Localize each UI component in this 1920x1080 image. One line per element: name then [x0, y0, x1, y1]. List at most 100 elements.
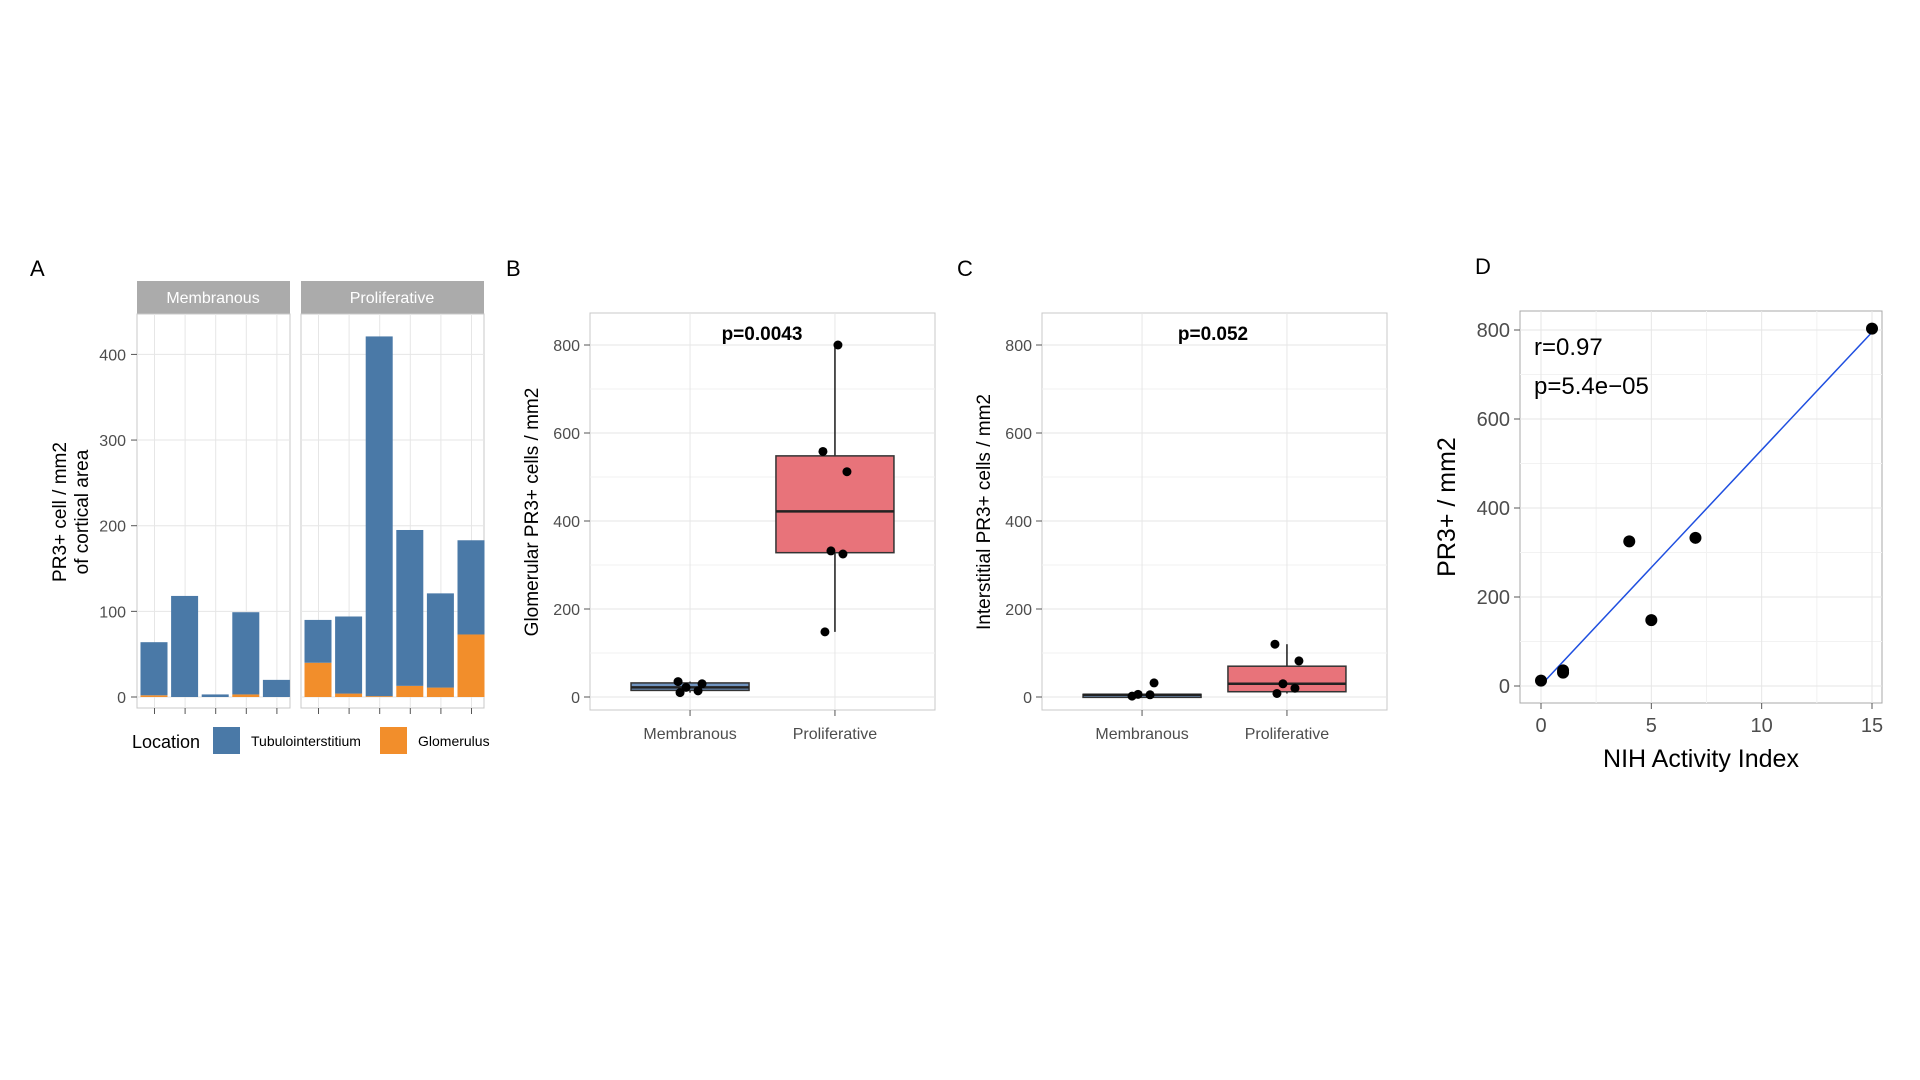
panel-d: D 0 5 10 15 0 200 400 600 800 r=0.97 p=5.4e−05 N…	[1433, 254, 1883, 773]
data-point	[1272, 688, 1282, 698]
y-tick-label: 0	[117, 690, 126, 707]
bar-tubulointerstitium	[140, 642, 168, 696]
data-point	[681, 682, 691, 692]
bar-glomerulus	[335, 693, 363, 697]
bar-glomerulus	[140, 695, 168, 697]
panel-d-r-value: r=0.97	[1534, 334, 1603, 361]
bar-tubulointerstitium	[232, 612, 260, 695]
data-point	[1866, 322, 1878, 335]
bar-tubulointerstitium	[201, 694, 229, 697]
y-tick-label: 200	[99, 519, 126, 536]
box	[775, 455, 895, 554]
panel-b-y-axis-label: Glomerular PR3+ cells / mm2	[522, 388, 543, 637]
panel-c-y-axis-label: Interstitial PR3+ cells / mm2	[974, 394, 995, 630]
panel-b: B 0 200 400 600 800 Membranous Proliferative p…	[506, 256, 936, 743]
y-tick-label: 600	[553, 426, 580, 443]
data-point	[1535, 674, 1547, 687]
data-point	[820, 627, 830, 637]
facet-label-membranous: Membranous	[166, 290, 259, 307]
panel-d-plot: 0 5 10 15 0 200 400 600 800	[1477, 311, 1883, 737]
bar-tubulointerstitium	[396, 529, 424, 686]
y-tick-label: 200	[553, 602, 580, 619]
y-tick-label: 800	[553, 338, 580, 355]
y-tick-label: 600	[1477, 409, 1510, 431]
y-tick-label: 200	[1005, 602, 1032, 619]
y-tick-label: 800	[1477, 320, 1510, 342]
y-tick-label: 600	[1005, 426, 1032, 443]
data-point	[1290, 683, 1300, 693]
panel-b-plot: 0 200 400 600 800 Membranous Proliferative	[553, 313, 935, 743]
facet-label-proliferative: Proliferative	[350, 290, 435, 307]
bar-glomerulus	[365, 696, 393, 697]
data-point	[1294, 656, 1304, 666]
data-point	[1270, 639, 1280, 649]
legend-swatch-glomerulus	[380, 727, 407, 754]
panel-a-bars	[140, 336, 485, 714]
y-tick-label: 200	[1477, 587, 1510, 609]
legend-label-glomerulus: Glomerulus	[418, 733, 490, 749]
panel-a: A Membranous Proliferative 0 100 200 300 400…	[30, 256, 490, 754]
data-point	[697, 679, 707, 689]
data-point	[842, 467, 852, 477]
x-tick-label: 0	[1535, 715, 1546, 737]
y-tick-label: 400	[99, 347, 126, 364]
x-tick-label: Membranous	[1095, 726, 1188, 743]
data-point	[826, 546, 836, 556]
data-point	[833, 340, 843, 350]
bar-tubulointerstitium	[335, 616, 363, 694]
bar-tubulointerstitium	[457, 540, 485, 635]
y-tick-label: 300	[99, 433, 126, 450]
panel-d-y-axis-label: PR3+ / mm2	[1433, 437, 1461, 577]
panel-c-plot-area	[1041, 312, 1388, 711]
data-point	[1133, 689, 1143, 699]
facet-strip-proliferative	[301, 281, 484, 314]
x-tick-label: Proliferative	[1245, 726, 1330, 743]
box	[1227, 665, 1347, 693]
bar-tubulointerstitium	[304, 619, 332, 663]
bar-glomerulus	[304, 662, 332, 697]
bar-glomerulus	[457, 634, 485, 697]
legend-label-tubulointerstitium: Tubulointerstitium	[251, 733, 361, 749]
y-tick-label: 0	[1499, 676, 1510, 698]
x-tick-label: Membranous	[643, 726, 736, 743]
data-point	[1645, 614, 1658, 627]
y-tick-label: 400	[553, 514, 580, 531]
y-tick-label: 0	[571, 690, 580, 707]
data-point	[818, 446, 828, 456]
x-tick-label: Proliferative	[793, 726, 878, 743]
data-point	[1278, 679, 1288, 689]
panel-a-y-axis-label-line2: of cortical area	[72, 449, 93, 574]
bar-tubulointerstitium	[262, 679, 290, 697]
data-point	[1145, 690, 1155, 700]
data-point	[838, 549, 848, 559]
panel-c: C 0 200 400 600 800 Membranous Proliferative p…	[957, 256, 1388, 743]
data-point	[693, 686, 703, 696]
panel-a-y-axis: 0 100 200 300 400	[99, 347, 137, 707]
bar-tubulointerstitium	[426, 593, 454, 688]
data-point	[1149, 678, 1159, 688]
panel-a-letter: A	[30, 256, 45, 281]
panel-d-x-axis-label: NIH Activity Index	[1603, 745, 1799, 773]
panel-d-p-value: p=5.4e−05	[1534, 373, 1649, 400]
bar-glomerulus	[426, 687, 454, 697]
x-tick-label: 10	[1751, 715, 1773, 737]
y-tick-label: 800	[1005, 338, 1032, 355]
data-point	[1623, 535, 1636, 548]
bar-tubulointerstitium	[171, 595, 199, 697]
bar-tubulointerstitium	[365, 336, 393, 697]
panel-c-plot: 0 200 400 600 800 Membranous Proliferative	[1005, 313, 1387, 743]
x-tick-label: 15	[1861, 715, 1883, 737]
bar-glomerulus	[232, 694, 260, 697]
panel-d-plot-area	[1519, 310, 1883, 704]
data-point	[1689, 531, 1702, 544]
regression-line	[1540, 331, 1873, 686]
y-tick-label: 400	[1477, 498, 1510, 520]
legend-title: Location	[132, 732, 200, 752]
panel-a-y-axis-label-line1: PR3+ cell / mm2	[50, 442, 71, 582]
panel-d-letter: D	[1475, 254, 1491, 279]
panel-b-letter: B	[506, 256, 521, 281]
panel-b-p-value: p=0.0043	[722, 324, 803, 345]
data-point	[675, 688, 685, 698]
facet-strip-membranous	[137, 281, 290, 314]
